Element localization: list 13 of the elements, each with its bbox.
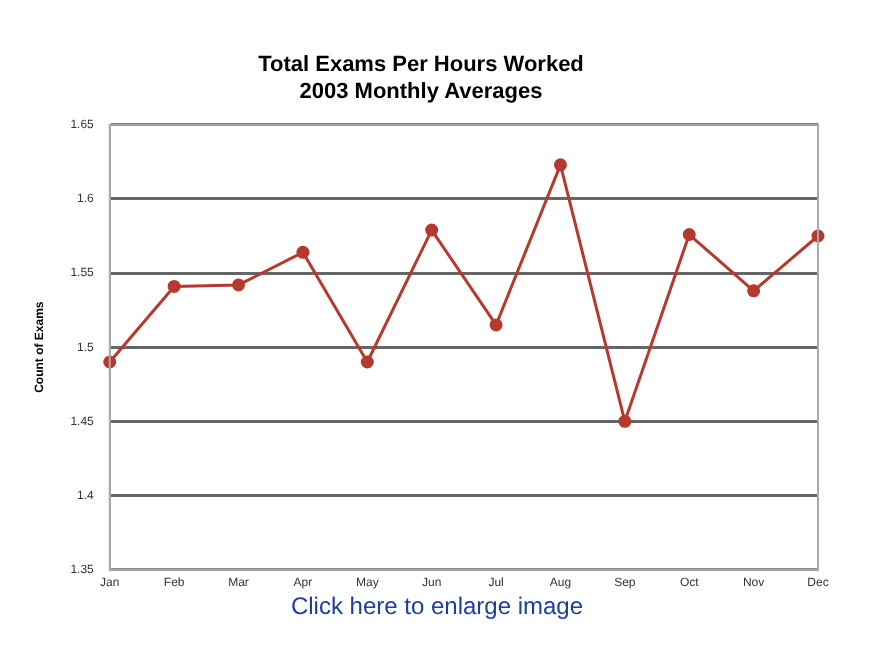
text: Total Exams Per Hours Worked [258,53,584,78]
point [553,158,567,172]
text: 2003 Monthly Averages [299,79,543,104]
point [425,223,439,237]
text: Click here to enlarge image [288,592,586,620]
point [682,228,696,242]
point [618,414,632,428]
point [296,245,310,259]
point [360,355,374,369]
point [167,279,181,293]
point [232,278,246,292]
point [489,318,503,332]
point [747,284,761,298]
